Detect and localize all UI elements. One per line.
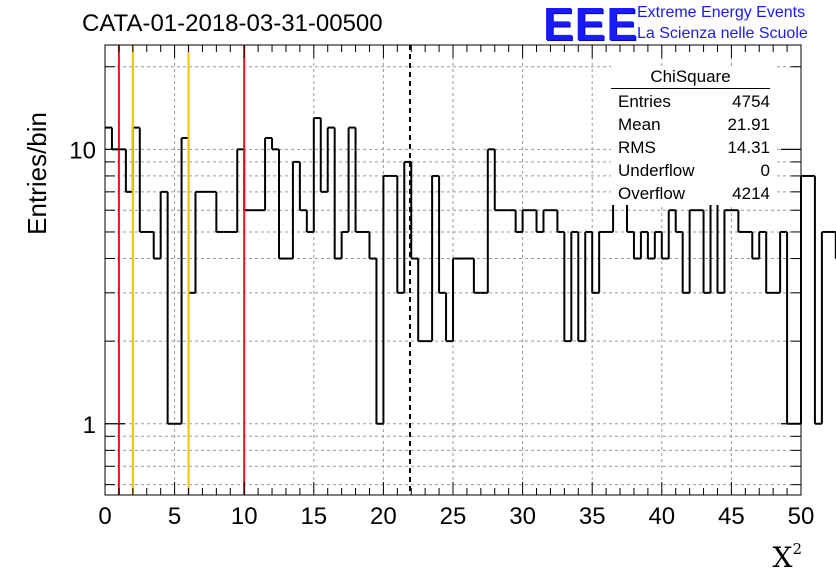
stat-label: RMS	[618, 138, 656, 157]
statistics-title: ChiSquare	[611, 66, 770, 89]
stat-entries: Entries 4754	[611, 90, 774, 113]
y-axis-label: Entries/bin	[22, 112, 52, 235]
run-title: CATA-01-2018-03-31-00500	[82, 10, 383, 37]
x-tick-label: 45	[718, 503, 745, 530]
stat-label: Entries	[618, 92, 671, 111]
x-axis-label: X2	[773, 540, 802, 574]
stat-value: 21.91	[727, 115, 770, 134]
x-tick-label: 50	[788, 503, 815, 530]
stat-mean: Mean 21.91	[611, 113, 774, 136]
y-tick-label: 10	[69, 137, 96, 164]
x-tick-label: 40	[648, 503, 675, 530]
x-tick-label: 20	[370, 503, 397, 530]
logo-subtitle-2: La Scienza nelle Scuole	[637, 25, 808, 42]
x-tick-label: 35	[579, 503, 606, 530]
x-tick-label: 15	[300, 503, 327, 530]
y-tick-label: 1	[83, 412, 96, 439]
logo-subtitle-1: Extreme Energy Events	[637, 4, 806, 21]
stat-value: 4214	[732, 184, 770, 203]
x-tick-label: 10	[231, 503, 258, 530]
stat-label: Overflow	[618, 184, 686, 203]
x-tick-label: 30	[509, 503, 536, 530]
stat-value: 4754	[732, 92, 770, 111]
statistics-box: ChiSquare Entries 4754 Mean 21.91 RMS 14…	[611, 66, 774, 205]
x-tick-label: 25	[440, 503, 467, 530]
stat-value: 14.31	[727, 138, 770, 157]
stat-underflow: Underflow 0	[611, 159, 774, 182]
x-axis-label-superscript: 2	[792, 540, 802, 558]
x-tick-label: 5	[168, 503, 181, 530]
x-tick-label: 0	[98, 503, 111, 530]
stat-rms: RMS 14.31	[611, 136, 774, 159]
stat-label: Mean	[618, 115, 661, 134]
x-axis-label-text: X	[772, 541, 793, 574]
stat-label: Underflow	[618, 161, 695, 180]
stat-value: 0	[760, 161, 770, 180]
stat-overflow: Overflow 4214	[611, 182, 774, 205]
eee-logo: EEE	[543, 0, 639, 50]
